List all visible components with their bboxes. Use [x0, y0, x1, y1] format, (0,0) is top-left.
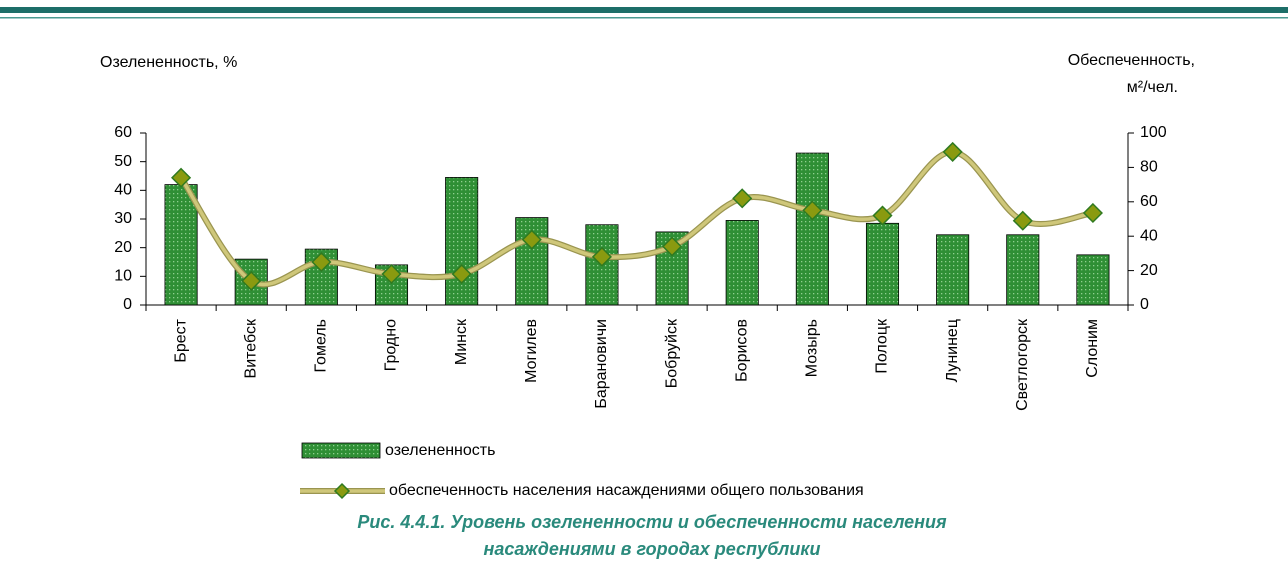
x-tick-label: Гродно [383, 319, 400, 371]
line-marker [381, 263, 402, 285]
header-line [0, 17, 1288, 19]
y-tick-label: 10 [114, 268, 132, 285]
x-tick-label: Бобруйск [663, 318, 680, 388]
bar [1006, 234, 1040, 306]
line-marker [1082, 202, 1103, 224]
legend-marker [333, 482, 351, 500]
bar [795, 152, 829, 306]
line-marker [872, 205, 893, 226]
y-tick-label: 40 [114, 182, 132, 199]
bar [725, 220, 759, 306]
x-tick-label: Светлогорск [1014, 318, 1031, 411]
caption: Рис. 4.4.1. Уровень озелененности и обес… [357, 512, 947, 532]
y2-tick-label: 60 [1140, 193, 1158, 210]
legend-label: обеспеченность населения насаждениями об… [389, 482, 864, 499]
bar [1076, 254, 1110, 306]
bar [865, 222, 900, 306]
y-tick-label: 50 [114, 153, 132, 170]
x-tick-label: Полоцк [874, 318, 891, 374]
line-marker [1012, 210, 1033, 231]
y-tick-label: 30 [114, 210, 132, 227]
x-tick-label: Минск [453, 318, 470, 365]
line-marker [171, 167, 192, 188]
y2-tick-label: 80 [1140, 159, 1158, 176]
y-tick-label: 20 [114, 239, 132, 256]
y-axis-label: Озелененность, % [100, 54, 237, 71]
line-marker [732, 188, 753, 209]
x-tick-label: Мозырь [804, 319, 821, 377]
line-marker [802, 200, 823, 221]
caption: насаждениями в городах республики [484, 539, 821, 559]
y-tick-label: 0 [123, 296, 132, 313]
y2-axis-label: Обеспеченность, [1068, 52, 1195, 69]
x-tick-label: Слоним [1084, 319, 1101, 378]
header-band [0, 7, 1288, 13]
line-marker [662, 236, 683, 257]
line-marker [241, 270, 262, 291]
y2-axis-label: м²/чел. [1127, 79, 1178, 96]
y2-tick-label: 100 [1140, 124, 1167, 141]
x-tick-label: Борисов [733, 319, 750, 382]
bar [936, 234, 970, 306]
y2-tick-label: 20 [1140, 262, 1158, 279]
bar [445, 177, 479, 306]
x-tick-label: Брест [172, 318, 189, 362]
bar [164, 184, 198, 306]
line-marker [451, 263, 472, 285]
line-marker [521, 229, 542, 250]
legend-swatch [301, 442, 381, 459]
x-tick-label: Витебск [242, 318, 259, 378]
y2-tick-label: 40 [1140, 227, 1158, 244]
x-tick-label: Лунинец [944, 319, 961, 382]
x-tick-label: Могилев [523, 319, 540, 383]
y2-tick-label: 0 [1140, 296, 1149, 313]
line-marker [311, 251, 332, 273]
x-tick-label: Гомель [313, 319, 330, 373]
x-tick-label: Барановичи [593, 319, 610, 409]
legend-label: озелененность [385, 442, 495, 459]
line-marker [942, 141, 963, 162]
line-marker [591, 246, 612, 267]
y-tick-label: 60 [114, 124, 132, 141]
